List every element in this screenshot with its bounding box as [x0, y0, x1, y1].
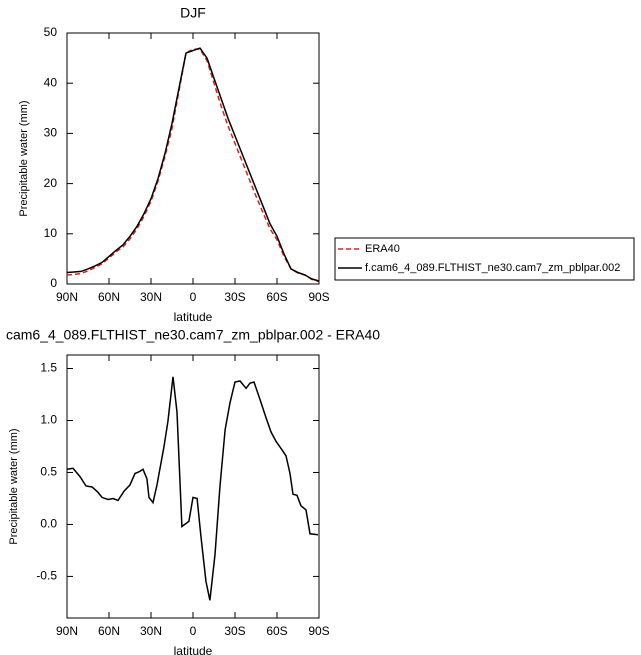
y-tick-label: 30 [44, 126, 58, 140]
data-line [66, 376, 319, 601]
x-tick-label: 90N [56, 290, 78, 304]
y-tick-label: 20 [44, 176, 58, 190]
y-axis-label: Precipitable water (mm) [18, 100, 30, 216]
x-tick-label: 60N [98, 290, 120, 304]
y-tick-label: 0.0 [40, 517, 57, 531]
x-tick-label: 90N [56, 624, 78, 638]
x-tick-label: 60S [266, 290, 287, 304]
x-tick-label: 30N [140, 290, 162, 304]
chart-title: cam6_4_089.FLTHIST_ne30.cam7_zm_pblpar.0… [6, 327, 380, 343]
x-tick-label: 60N [98, 624, 120, 638]
y-tick-label: 0 [50, 276, 57, 290]
x-tick-label: 30S [224, 624, 245, 638]
y-tick-label: 10 [44, 226, 58, 240]
legend-label: f.cam6_4_089.FLTHIST_ne30.cam7_zm_pblpar… [365, 262, 620, 274]
legend-label: ERA40 [365, 243, 400, 255]
data-line [66, 48, 320, 283]
x-tick-label: 0 [190, 290, 197, 304]
legend-box [334, 237, 635, 281]
x-tick-label: 60S [266, 624, 287, 638]
chart-title: DJF [180, 5, 206, 21]
x-axis-label: latitude [174, 310, 213, 324]
data-line [66, 47, 320, 282]
x-tick-label: 90S [308, 624, 329, 638]
plot-frame [66, 354, 320, 619]
x-tick-label: 0 [190, 624, 197, 638]
x-axis-label: latitude [174, 644, 213, 655]
x-tick-label: 30N [140, 624, 162, 638]
y-axis-label: Precipitable water (mm) [8, 428, 20, 544]
x-tick-label: 30S [224, 290, 245, 304]
y-tick-label: 1.5 [40, 361, 57, 375]
y-tick-label: 1.0 [40, 413, 57, 427]
x-tick-label: 90S [308, 290, 329, 304]
y-tick-label: -0.5 [36, 569, 57, 583]
y-tick-label: 40 [44, 75, 58, 89]
y-tick-label: 0.5 [40, 465, 57, 479]
y-tick-label: 50 [44, 25, 58, 39]
